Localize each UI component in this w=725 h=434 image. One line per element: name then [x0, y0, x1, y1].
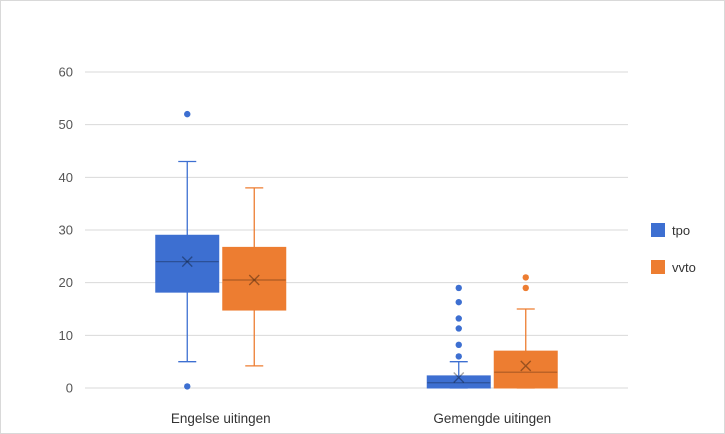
outlier-point	[455, 341, 462, 349]
box-body	[426, 375, 491, 389]
box-body	[222, 246, 287, 311]
outlier-point	[455, 353, 462, 360]
y-axis-tick-labels: 0 10 20 30 40 50 60	[59, 65, 73, 396]
legend-label: vvto	[672, 260, 696, 275]
outlier-point	[455, 284, 462, 292]
legend-swatch	[651, 260, 665, 274]
box-body	[155, 234, 220, 293]
y-tick-label: 60	[59, 65, 73, 80]
box-body	[493, 350, 558, 389]
category-label: Engelse uitingen	[171, 411, 271, 426]
mean-marker	[248, 274, 260, 286]
mean-marker	[181, 256, 193, 268]
box-tpo-0	[155, 110, 220, 390]
y-tick-label: 0	[66, 381, 73, 396]
x-axis-category-labels: Engelse uitingen Gemengde uitingen	[171, 411, 551, 426]
box-vvto-1	[493, 274, 558, 389]
y-tick-label: 50	[59, 117, 73, 132]
mean-marker	[520, 360, 532, 372]
boxes	[155, 110, 558, 390]
outlier-point	[184, 110, 191, 118]
category-label: Gemengde uitingen	[433, 411, 551, 426]
legend-label: tpo	[672, 223, 690, 238]
box-tpo-1	[426, 284, 491, 389]
y-tick-label: 20	[59, 275, 73, 290]
y-tick-label: 10	[59, 328, 73, 343]
mean-marker	[453, 371, 465, 383]
outlier-point	[455, 315, 462, 322]
legend-swatch	[651, 223, 665, 237]
outlier-point	[522, 274, 529, 281]
legend-item-tpo: tpo	[651, 223, 690, 238]
outlier-point	[522, 284, 529, 292]
legend-item-vvto: vvto	[651, 260, 696, 275]
y-tick-label: 30	[59, 223, 73, 238]
y-tick-label: 40	[59, 170, 73, 185]
outlier-point	[455, 325, 462, 332]
outlier-point	[184, 383, 191, 390]
outlier-point	[455, 298, 462, 306]
box-vvto-0	[222, 187, 287, 367]
legend: tpo vvto	[651, 223, 696, 275]
